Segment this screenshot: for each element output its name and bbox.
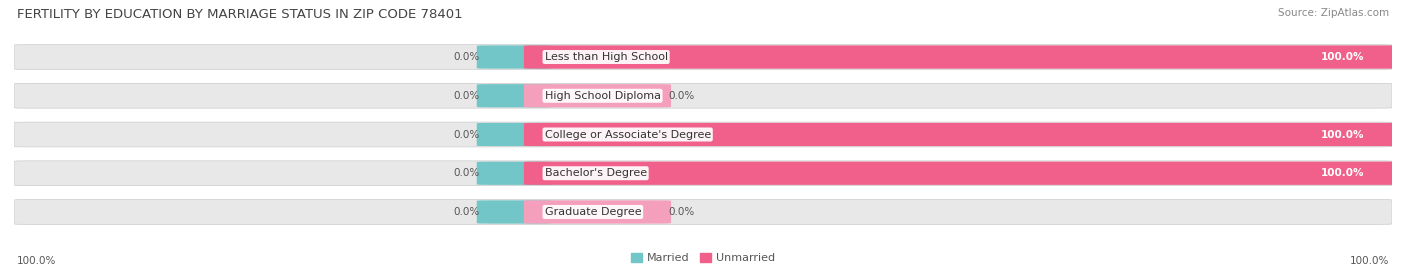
Text: 0.0%: 0.0% [668,91,695,101]
Text: 0.0%: 0.0% [453,168,479,178]
FancyBboxPatch shape [477,200,551,224]
FancyBboxPatch shape [14,161,1392,186]
Text: 100.0%: 100.0% [1320,52,1364,62]
FancyBboxPatch shape [477,45,551,69]
FancyBboxPatch shape [524,45,1406,69]
FancyBboxPatch shape [14,45,1392,69]
Text: 0.0%: 0.0% [668,207,695,217]
FancyBboxPatch shape [477,84,551,107]
FancyBboxPatch shape [524,200,671,224]
Text: College or Associate's Degree: College or Associate's Degree [544,129,711,140]
Text: Source: ZipAtlas.com: Source: ZipAtlas.com [1278,8,1389,18]
FancyBboxPatch shape [524,123,1406,146]
Text: 0.0%: 0.0% [453,207,479,217]
FancyBboxPatch shape [14,122,1392,147]
FancyBboxPatch shape [477,162,551,185]
FancyBboxPatch shape [477,123,551,146]
Text: Less than High School: Less than High School [544,52,668,62]
Text: Bachelor's Degree: Bachelor's Degree [544,168,647,178]
Text: High School Diploma: High School Diploma [544,91,661,101]
Legend: Married, Unmarried: Married, Unmarried [631,253,775,263]
FancyBboxPatch shape [524,162,1406,185]
Text: 0.0%: 0.0% [453,129,479,140]
Text: 0.0%: 0.0% [453,52,479,62]
Text: 100.0%: 100.0% [1350,256,1389,266]
Text: 100.0%: 100.0% [17,256,56,266]
Text: 100.0%: 100.0% [1320,129,1364,140]
Text: FERTILITY BY EDUCATION BY MARRIAGE STATUS IN ZIP CODE 78401: FERTILITY BY EDUCATION BY MARRIAGE STATU… [17,8,463,21]
FancyBboxPatch shape [14,200,1392,224]
Text: 100.0%: 100.0% [1320,168,1364,178]
FancyBboxPatch shape [14,83,1392,108]
Text: 0.0%: 0.0% [453,91,479,101]
FancyBboxPatch shape [524,84,671,107]
Text: Graduate Degree: Graduate Degree [544,207,641,217]
